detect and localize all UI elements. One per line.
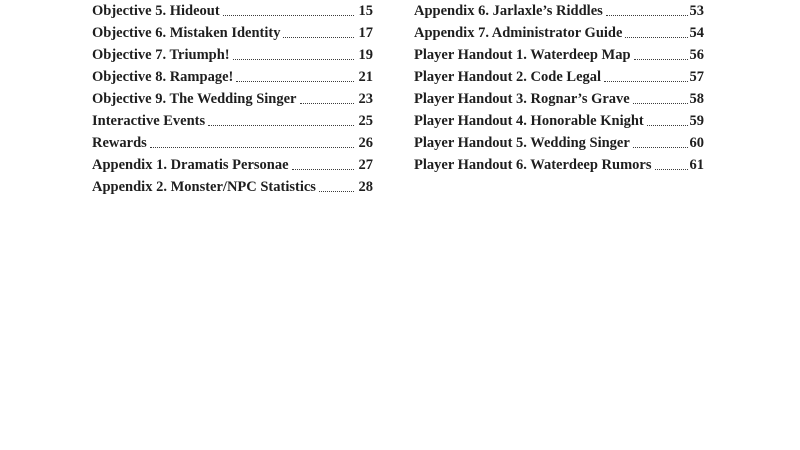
dot-leader: [646, 125, 688, 126]
toc-entry[interactable]: Player Handout 1. Waterdeep Map 56: [414, 43, 704, 65]
toc-entry[interactable]: Appendix 7. Administrator Guide 54: [414, 21, 704, 43]
toc-entry-title: Appendix 2. Monster/NPC Statistics: [92, 179, 316, 195]
toc-entry-page-number: 26: [358, 135, 374, 151]
dot-leader: [633, 59, 688, 60]
toc-entry-page-number: 27: [358, 157, 374, 173]
toc-entry-title: Objective 5. Hideout: [92, 3, 220, 19]
toc-entry[interactable]: Appendix 6. Jarlaxle’s Riddles 53: [414, 0, 704, 21]
toc-entry[interactable]: Interactive Events 25: [92, 109, 373, 131]
toc-entry[interactable]: Player Handout 3. Rognar’s Grave 58: [414, 87, 704, 109]
dot-leader: [299, 103, 354, 104]
toc-entry[interactable]: Player Handout 2. Code Legal 57: [414, 65, 704, 87]
toc-entry-page-number: 15: [358, 3, 374, 19]
toc-entry-page-number: 19: [358, 47, 374, 63]
toc-entry-page-number: 60: [689, 135, 705, 151]
toc-entry-page-number: 58: [689, 91, 705, 107]
toc-entry-title: Objective 8. Rampage!: [92, 69, 234, 85]
dot-leader: [625, 37, 688, 38]
toc-column-left: Objective 5. Hideout 15 Objective 6. Mista…: [92, 0, 373, 197]
toc-entry-page-number: 17: [358, 25, 374, 41]
toc-entry-title: Objective 9. The Wedding Singer: [92, 91, 297, 107]
toc-entry-page-number: 53: [689, 3, 705, 19]
dot-leader: [604, 81, 688, 82]
toc-entry-title: Player Handout 6. Waterdeep Rumors: [414, 157, 652, 173]
toc-entry-page-number: 21: [358, 69, 374, 85]
dot-leader: [232, 59, 354, 60]
toc-entry[interactable]: Player Handout 6. Waterdeep Rumors 61: [414, 153, 704, 175]
toc-entry-title: Objective 7. Triumph!: [92, 47, 230, 63]
toc-entry-page-number: 61: [689, 157, 705, 173]
toc-column-right: Appendix 6. Jarlaxle’s Riddles 53 Appendix…: [414, 0, 704, 175]
toc-entry-title: Appendix 6. Jarlaxle’s Riddles: [414, 3, 603, 19]
dot-leader: [632, 103, 688, 104]
toc-entry-title: Appendix 1. Dramatis Personae: [92, 157, 289, 173]
dot-leader: [208, 125, 354, 126]
toc-entry-title: Interactive Events: [92, 113, 206, 129]
toc-entry[interactable]: Rewards 26: [92, 131, 373, 153]
toc-entry-page-number: 28: [358, 179, 374, 195]
toc-entry[interactable]: Objective 7. Triumph! 19: [92, 43, 373, 65]
dot-leader: [654, 169, 688, 170]
dot-leader: [222, 15, 354, 16]
dot-leader: [605, 15, 688, 16]
toc-entry-page-number: 59: [689, 113, 705, 129]
toc-entry-page-number: 54: [689, 25, 705, 41]
toc-entry-page-number: 57: [689, 69, 705, 85]
toc-entry[interactable]: Objective 9. The Wedding Singer 23: [92, 87, 373, 109]
toc-entry-page-number: 23: [358, 91, 374, 107]
dot-leader: [283, 37, 354, 38]
toc-entry-title: Player Handout 1. Waterdeep Map: [414, 47, 631, 63]
dot-leader: [149, 147, 354, 148]
toc-entry-title: Player Handout 5. Wedding Singer: [414, 135, 630, 151]
toc-entry-title: Player Handout 4. Honorable Knight: [414, 113, 644, 129]
dot-leader: [632, 147, 688, 148]
toc-entry-title: Player Handout 3. Rognar’s Grave: [414, 91, 630, 107]
toc-entry[interactable]: Objective 8. Rampage! 21: [92, 65, 373, 87]
toc-entry[interactable]: Appendix 1. Dramatis Personae 27: [92, 153, 373, 175]
dot-leader: [291, 169, 354, 170]
toc-entry[interactable]: Objective 6. Mistaken Identity 17: [92, 21, 373, 43]
toc-entry[interactable]: Appendix 2. Monster/NPC Statistics 28: [92, 175, 373, 197]
dot-leader: [318, 191, 354, 192]
toc-entry-page-number: 25: [358, 113, 374, 129]
toc-entry[interactable]: Player Handout 4. Honorable Knight 59: [414, 109, 704, 131]
toc-entry-title: Player Handout 2. Code Legal: [414, 69, 602, 85]
toc-entry[interactable]: Objective 5. Hideout 15: [92, 0, 373, 21]
toc-entry-title: Rewards: [92, 135, 147, 151]
toc-entry-page-number: 56: [689, 47, 705, 63]
toc-entry-title: Appendix 7. Administrator Guide: [414, 25, 623, 41]
toc-entry[interactable]: Player Handout 5. Wedding Singer 60: [414, 131, 704, 153]
toc-entry-title: Objective 6. Mistaken Identity: [92, 25, 281, 41]
dot-leader: [236, 81, 354, 82]
